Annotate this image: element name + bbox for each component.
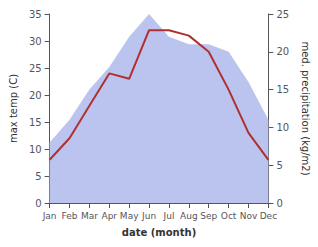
svg-text:Sep: Sep	[200, 211, 217, 221]
svg-text:Feb: Feb	[62, 211, 78, 221]
svg-text:Jul: Jul	[163, 211, 175, 221]
svg-text:max temp (C): max temp (C)	[8, 74, 19, 143]
svg-text:Apr: Apr	[101, 211, 117, 221]
svg-text:30: 30	[29, 36, 42, 47]
svg-text:20: 20	[276, 46, 289, 57]
svg-text:date (month): date (month)	[122, 227, 196, 238]
svg-text:15: 15	[29, 117, 42, 128]
svg-text:10: 10	[276, 122, 289, 133]
svg-text:5: 5	[35, 171, 41, 182]
svg-text:Jan: Jan	[42, 211, 57, 221]
svg-text:Mar: Mar	[81, 211, 98, 221]
svg-text:5: 5	[276, 160, 282, 171]
svg-text:15: 15	[276, 84, 289, 95]
svg-text:0: 0	[35, 198, 41, 209]
svg-text:25: 25	[29, 63, 42, 74]
svg-text:Aug: Aug	[180, 211, 198, 221]
svg-text:Jun: Jun	[141, 211, 156, 221]
svg-text:25: 25	[276, 9, 289, 20]
svg-text:Nov: Nov	[240, 211, 258, 221]
svg-text:May: May	[120, 211, 139, 221]
svg-text:35: 35	[29, 9, 42, 20]
svg-text:med. precipitation (kg/m2): med. precipitation (kg/m2)	[300, 41, 311, 175]
svg-text:20: 20	[29, 90, 42, 101]
svg-text:10: 10	[29, 144, 42, 155]
svg-text:0: 0	[276, 198, 282, 209]
svg-text:Oct: Oct	[221, 211, 237, 221]
svg-text:Dec: Dec	[260, 211, 277, 221]
